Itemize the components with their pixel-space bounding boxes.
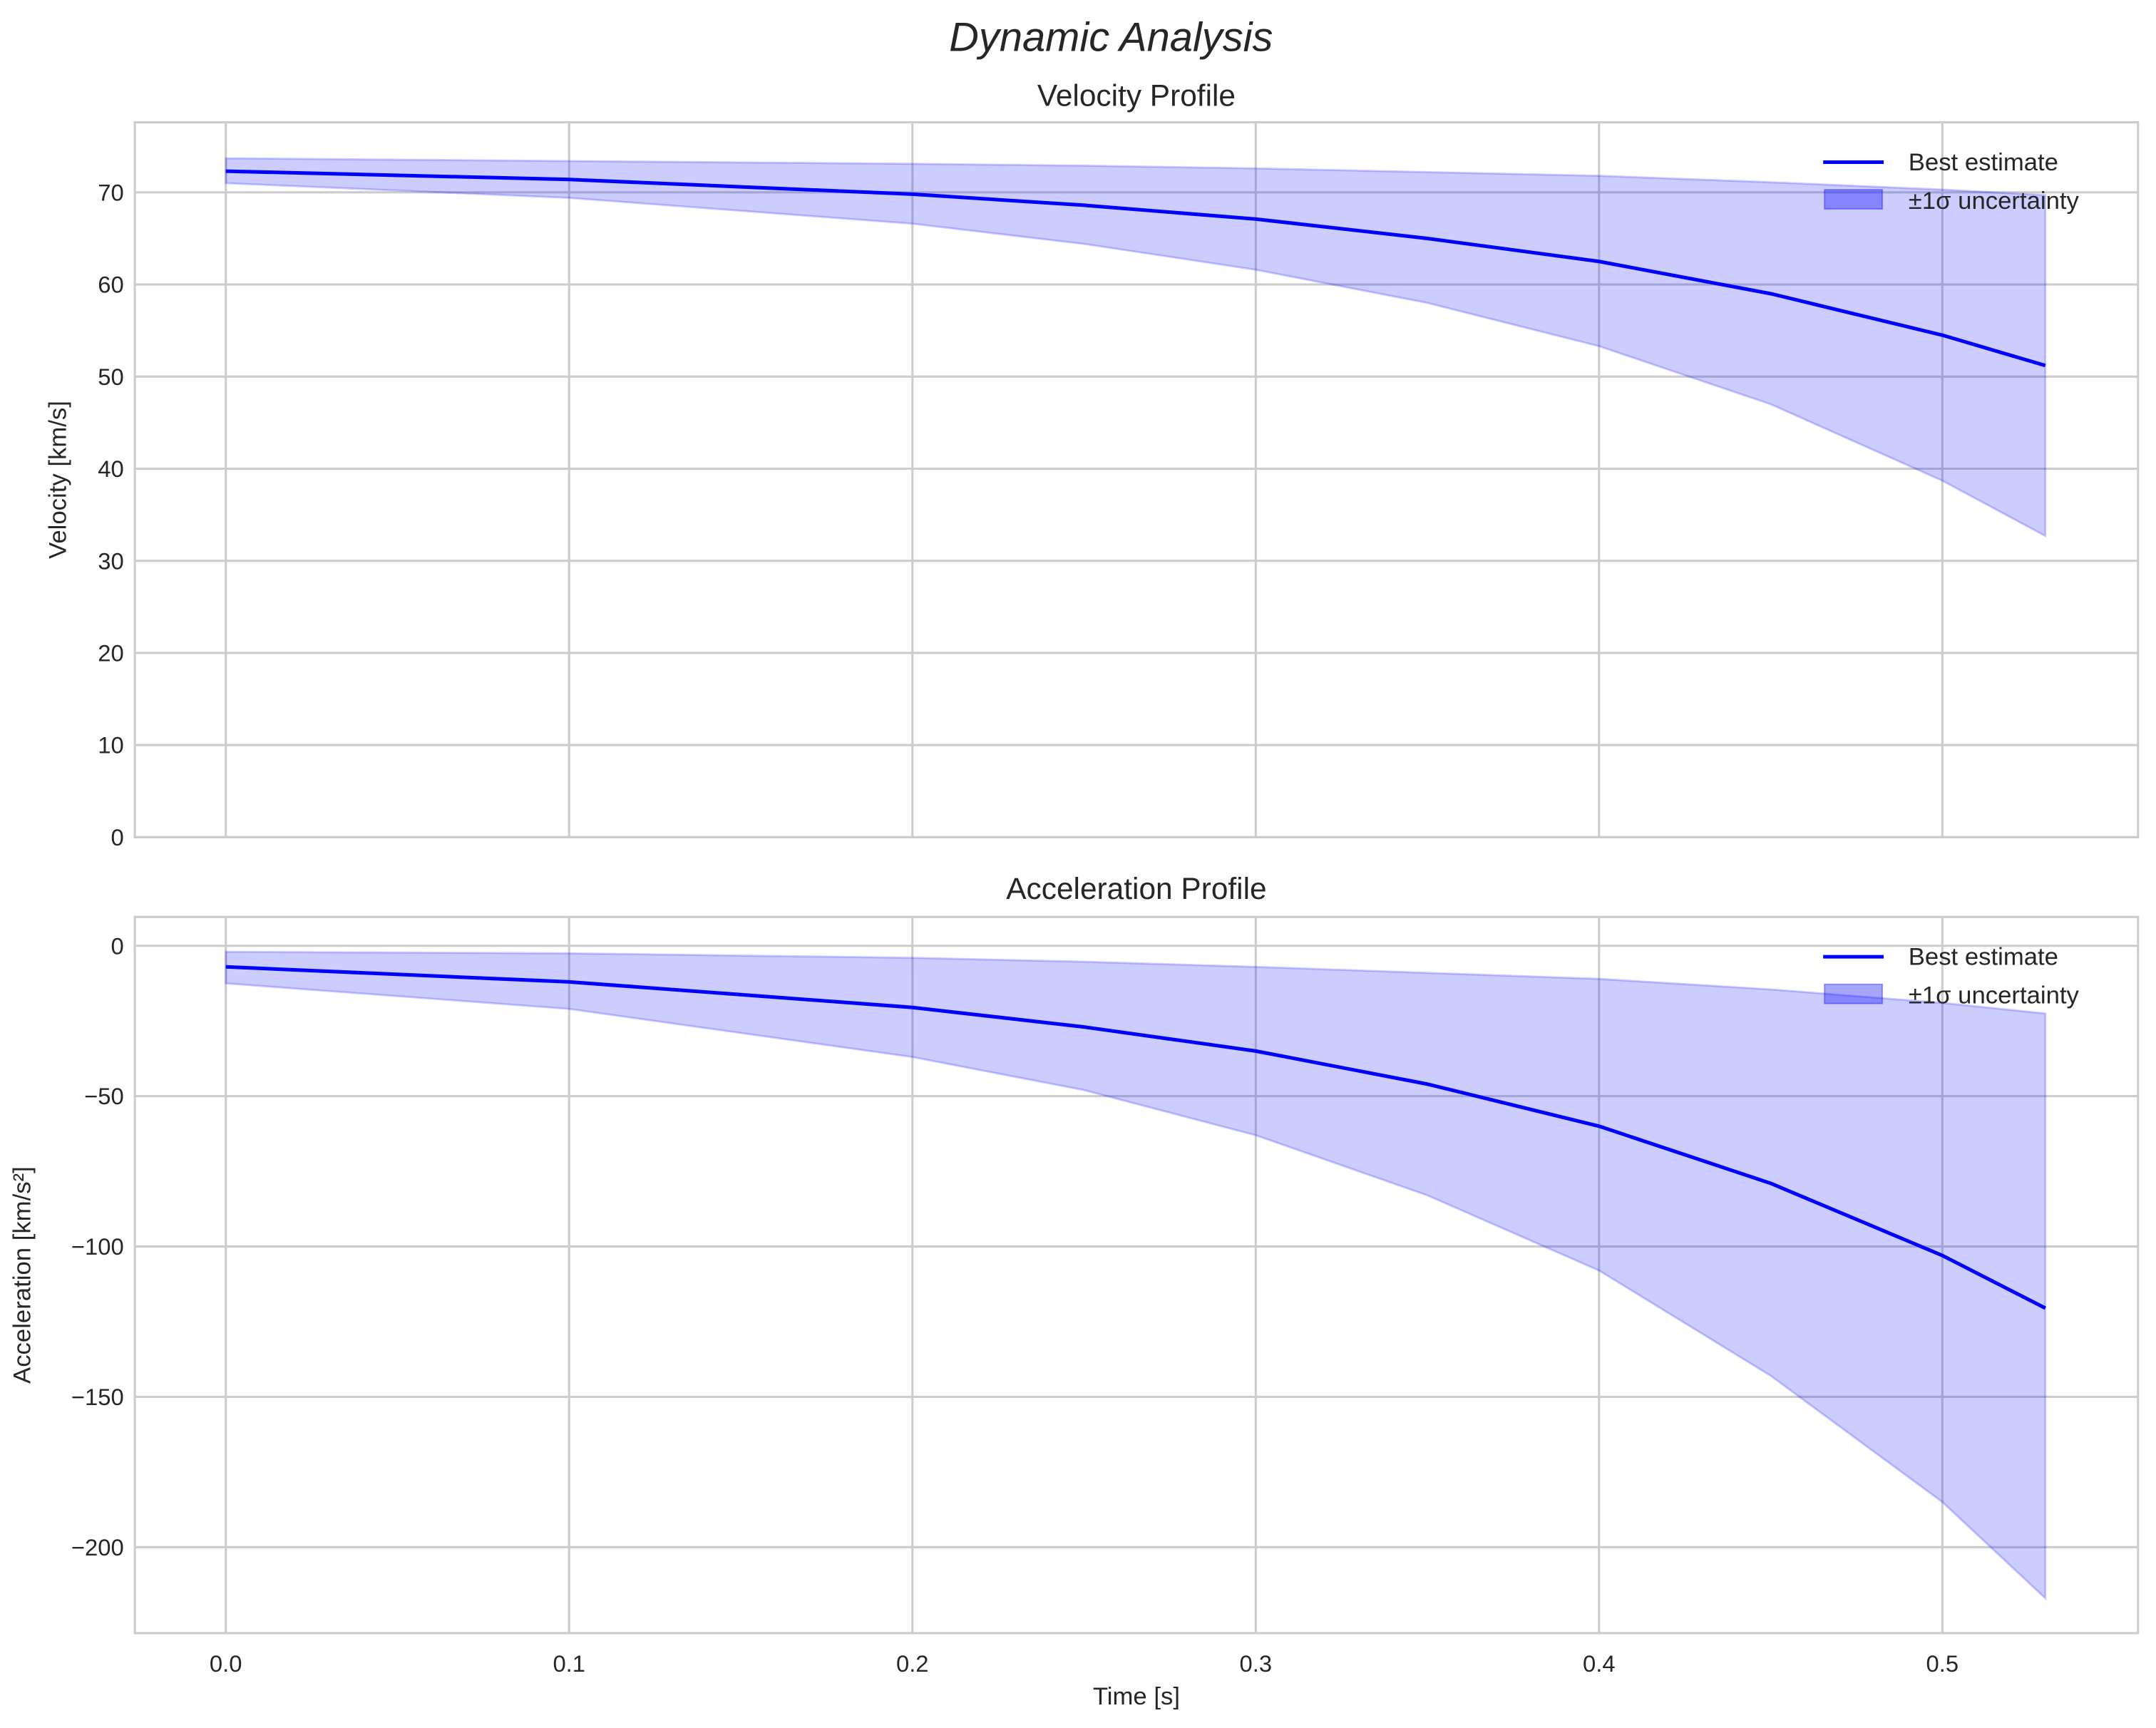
x-tick-label: 0.1 [553,1650,585,1677]
x-tick-label: 0.3 [1240,1650,1273,1677]
uncertainty-band [225,950,2047,1601]
y-tick-label: 50 [98,364,123,390]
y-tick-label: −50 [84,1083,124,1109]
y-tick-label: −150 [71,1384,124,1410]
y-tick-label: 40 [98,456,123,482]
velocity-axes: 0 10 20 30 40 50 60 70 Velocity Profile Velocity … [45,78,2140,850]
x-axis-label: Time [s] [1093,1683,1180,1710]
y-tick-label: 30 [98,547,123,574]
y-tick-label: 60 [98,272,123,298]
y-axis-label: Velocity [km/s] [45,401,72,559]
y-tick-label: −100 [71,1233,124,1260]
axes-title: Velocity Profile [1037,78,1236,112]
x-tick-label: 0.0 [210,1650,242,1677]
y-tick-label: 0 [111,932,123,959]
x-tick-label: 0.2 [896,1650,929,1677]
x-tick-label: 0.5 [1926,1650,1959,1677]
y-tick-label: −200 [71,1534,124,1560]
y-tick-label: 20 [98,640,123,667]
legend-band-swatch [1824,189,1884,210]
axes-frame [133,121,2140,838]
best-estimate-line [225,169,2046,368]
acceleration-axes: 0.0 0.1 0.2 0.3 0.4 0.5 0 −50 −100 −150 −200 Accele… [9,872,2140,1710]
legend-label: ±1σ uncertainty [1909,187,2080,215]
uncertainty-band [225,157,2047,538]
y-axis-label: Acceleration [km/s²] [9,1166,36,1384]
axes-frame [133,915,2140,1635]
legend-label: Best estimate [1909,149,2058,176]
y-tick-label: 0 [111,824,123,850]
x-tick-label: 0.4 [1583,1650,1616,1677]
figure-suptitle: Dynamic Analysis [949,14,1273,60]
legend: Best estimate ±1σ uncertainty [1823,149,2080,215]
legend-label: Best estimate [1909,944,2058,971]
y-tick-label: 70 [98,179,123,205]
legend-label: ±1σ uncertainty [1909,982,2080,1009]
axes-title: Acceleration Profile [1006,872,1266,905]
y-tick-label: 10 [98,732,123,758]
legend-band-swatch [1824,983,1884,1004]
legend: Best estimate ±1σ uncertainty [1823,944,2080,1009]
best-estimate-line [225,965,2046,1310]
